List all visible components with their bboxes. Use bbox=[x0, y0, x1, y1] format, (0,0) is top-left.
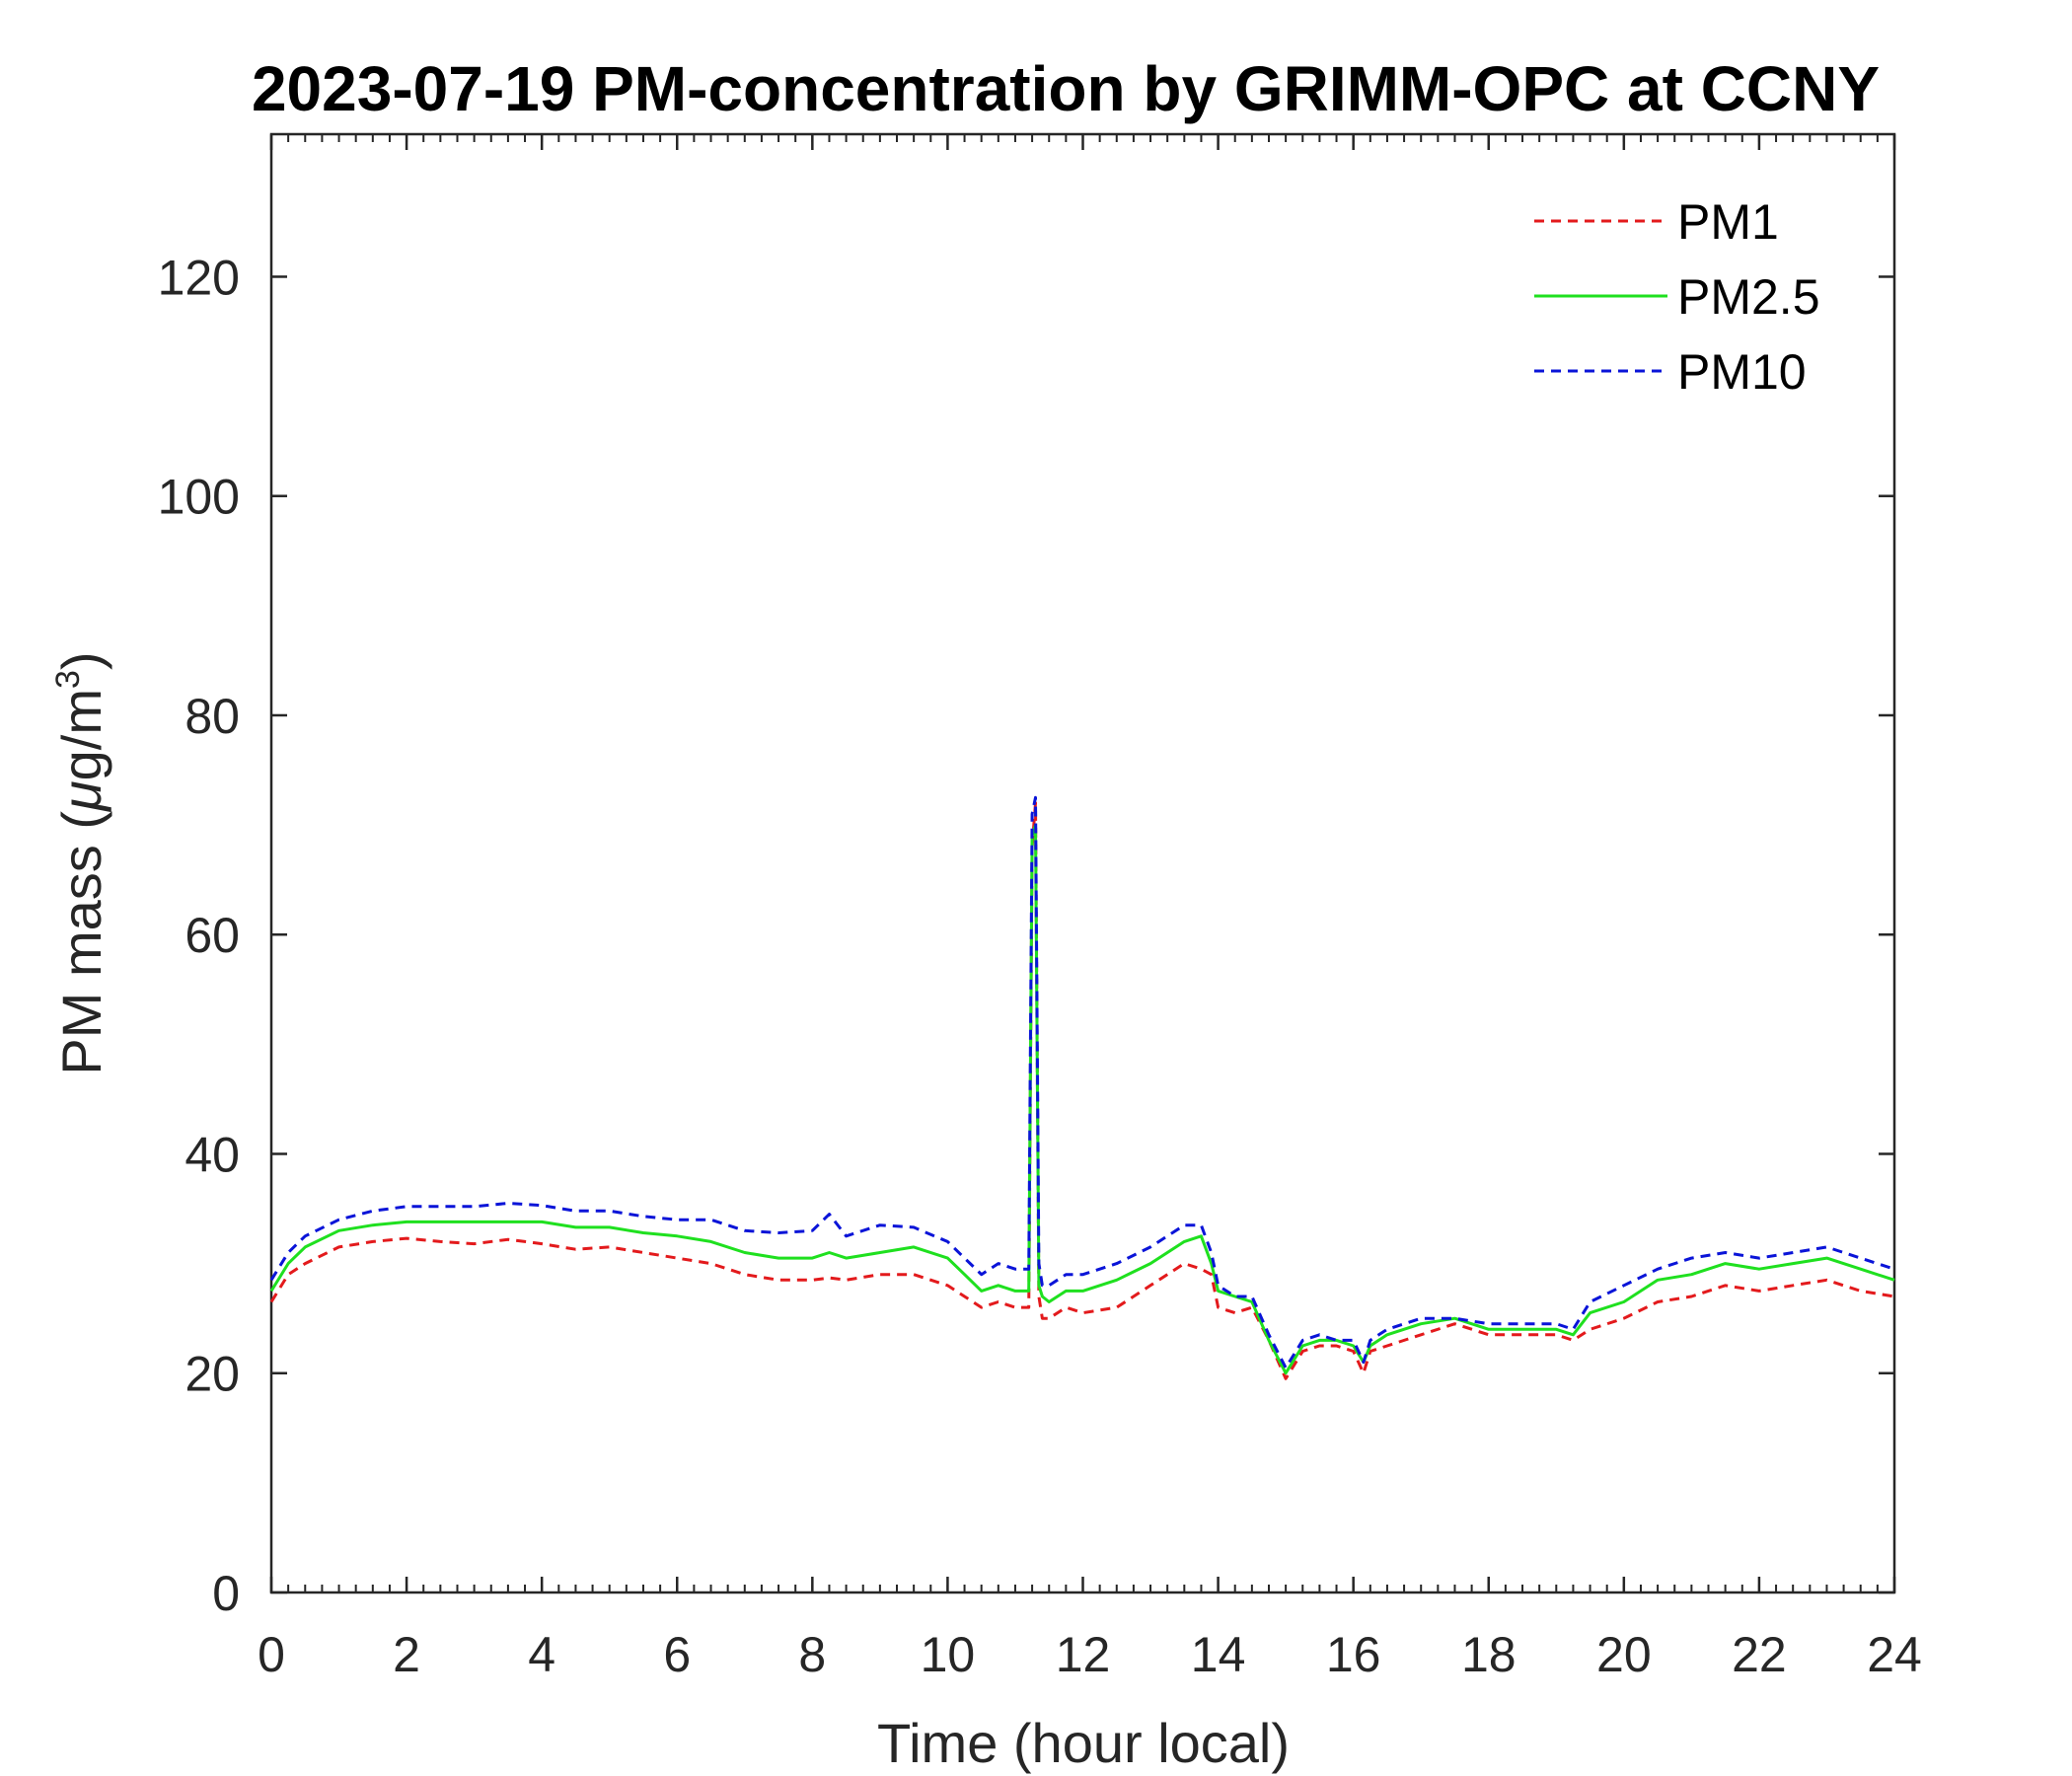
y-axis-label-unit: g/m bbox=[50, 689, 112, 780]
y-axis-label-mu: μ bbox=[50, 780, 112, 813]
legend: PM1 PM2.5 PM10 bbox=[1534, 194, 1820, 400]
series-line-pm25 bbox=[269, 823, 1895, 1375]
chart-title: 2023-07-19 PM-concentration by GRIMM-OPC… bbox=[252, 53, 1880, 124]
y-tick-label: 120 bbox=[158, 250, 240, 305]
x-tick-label: 2 bbox=[393, 1627, 420, 1682]
y-axis-label: PM mass (μg/m3) bbox=[49, 651, 112, 1074]
legend-label: PM1 bbox=[1677, 194, 1779, 250]
minor-ticks bbox=[270, 134, 1895, 1592]
x-tick-label: 10 bbox=[921, 1627, 976, 1682]
x-tick-label: 0 bbox=[258, 1627, 285, 1682]
x-tick-label: 18 bbox=[1461, 1627, 1517, 1682]
series-lines bbox=[269, 795, 1895, 1380]
x-tick-label: 8 bbox=[798, 1627, 826, 1682]
y-tick-label: 20 bbox=[185, 1347, 240, 1402]
legend-label: PM2.5 bbox=[1677, 269, 1820, 325]
x-tick-label: 6 bbox=[663, 1627, 691, 1682]
y-tick-label: 60 bbox=[185, 908, 240, 963]
y-axis-label-sup: 3 bbox=[49, 670, 87, 689]
x-tick-label: 12 bbox=[1056, 1627, 1111, 1682]
y-axis-label-close: ) bbox=[50, 651, 112, 670]
x-axis-label: Time (hour local) bbox=[877, 1712, 1290, 1774]
x-tick-label: 16 bbox=[1326, 1627, 1381, 1682]
y-tick-labels: 0 20 40 60 80 100 120 bbox=[158, 250, 240, 1621]
x-tick-label: 14 bbox=[1191, 1627, 1246, 1682]
axes-box bbox=[269, 132, 1896, 1594]
y-tick-label: 80 bbox=[185, 689, 240, 744]
y-axis-label-main: PM mass ( bbox=[50, 811, 112, 1075]
x-tick-labels: 0 2 4 6 8 10 12 14 16 18 20 22 24 bbox=[258, 1627, 1922, 1682]
x-tick-label: 4 bbox=[528, 1627, 555, 1682]
x-tick-label: 20 bbox=[1596, 1627, 1652, 1682]
series-line-pm10 bbox=[269, 795, 1895, 1369]
y-tick-label: 40 bbox=[185, 1127, 240, 1182]
legend-label: PM10 bbox=[1677, 344, 1807, 400]
x-tick-label: 22 bbox=[1732, 1627, 1787, 1682]
series-line-pm1 bbox=[269, 801, 1895, 1380]
x-tick-label: 24 bbox=[1867, 1627, 1922, 1682]
y-tick-label: 0 bbox=[212, 1566, 240, 1621]
major-ticks bbox=[269, 134, 1896, 1594]
y-tick-label: 100 bbox=[158, 470, 240, 525]
